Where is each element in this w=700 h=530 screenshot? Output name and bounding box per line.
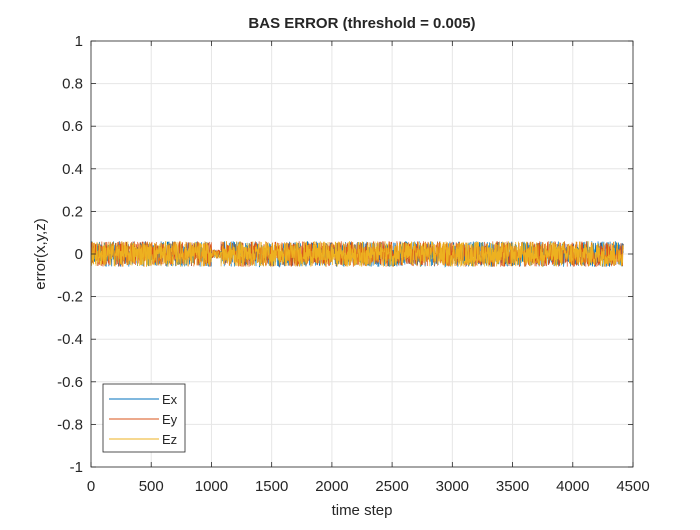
y-tick-label: -0.2 bbox=[57, 289, 83, 306]
x-tick-label: 1500 bbox=[255, 478, 288, 495]
x-tick-label: 2000 bbox=[315, 478, 348, 495]
x-tick-label: 3000 bbox=[436, 478, 469, 495]
x-tick-label: 4500 bbox=[616, 478, 649, 495]
legend-label-ez: Ez bbox=[162, 432, 177, 447]
x-tick-label: 0 bbox=[87, 478, 95, 495]
chart-title: BAS ERROR (threshold = 0.005) bbox=[248, 15, 475, 32]
y-tick-label: 0.8 bbox=[62, 76, 83, 93]
y-tick-label: -0.8 bbox=[57, 416, 83, 433]
legend-entries: Ex Ey Ez bbox=[109, 392, 178, 447]
ticks: 0 500 1000 1500 2000 2500 3000 3500 4000 4500 1 0.8… bbox=[57, 33, 650, 495]
y-tick-label: 0.6 bbox=[62, 118, 83, 135]
y-tick-label: 1 bbox=[75, 33, 83, 50]
y-tick-label: 0.4 bbox=[62, 161, 83, 178]
x-tick-label: 3500 bbox=[496, 478, 529, 495]
x-tick-label: 1000 bbox=[195, 478, 228, 495]
x-tick-label: 4000 bbox=[556, 478, 589, 495]
y-tick-label: 0 bbox=[75, 246, 83, 263]
legend-label-ey: Ey bbox=[162, 412, 178, 427]
series-line-ey bbox=[91, 240, 624, 268]
y-axis-label: error(x,y,z) bbox=[32, 218, 49, 289]
series-line-ez bbox=[91, 240, 624, 268]
y-tick-label: 0.2 bbox=[62, 203, 83, 220]
x-tick-label: 2500 bbox=[375, 478, 408, 495]
y-tick-label: -1 bbox=[70, 459, 83, 476]
y-tick-label: -0.6 bbox=[57, 374, 83, 391]
x-tick-label: 500 bbox=[139, 478, 164, 495]
legend-label-ex: Ex bbox=[162, 392, 178, 407]
series-layer bbox=[91, 240, 624, 268]
y-tick-label: -0.4 bbox=[57, 331, 83, 348]
legend: Ex Ey Ez bbox=[102, 383, 186, 453]
x-axis-label: time step bbox=[332, 502, 393, 519]
legend-box bbox=[102, 383, 186, 453]
